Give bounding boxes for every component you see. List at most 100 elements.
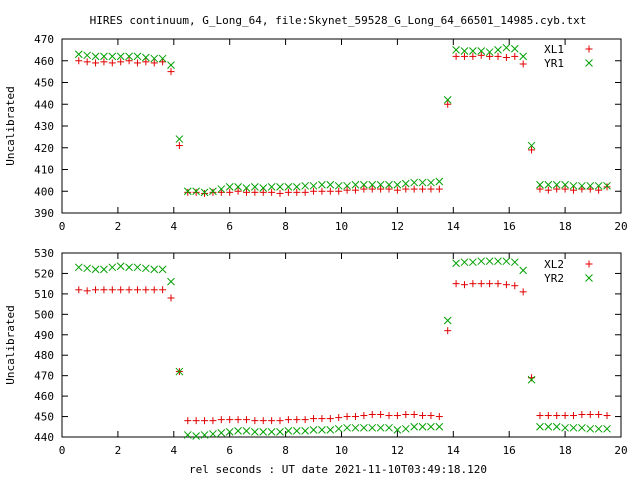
data-point (251, 428, 259, 436)
data-point (527, 141, 536, 150)
data-point (284, 183, 293, 191)
data-point (217, 185, 226, 193)
data-point (443, 316, 452, 325)
data-point (183, 431, 192, 439)
data-point-d2 (192, 187, 201, 196)
data-point-d2 (536, 422, 544, 431)
data-point-d2 (594, 424, 603, 433)
y-tick-label: 440 (34, 431, 54, 444)
data-point-d2 (510, 258, 519, 267)
y-tick-label: 460 (34, 55, 54, 68)
data-point (527, 375, 536, 384)
data-point-d2 (125, 52, 133, 61)
data-point (326, 415, 334, 423)
data-point-d2 (251, 183, 259, 191)
x-tick-label: 6 (226, 444, 233, 457)
data-point-d2 (586, 181, 595, 190)
data-point (108, 59, 116, 67)
data-point-d2 (418, 422, 427, 431)
data-point-d2 (569, 423, 578, 432)
data-point-d2 (183, 431, 192, 439)
data-point (486, 280, 494, 288)
data-point (561, 180, 569, 189)
data-point-d2 (217, 429, 226, 437)
data-point (175, 367, 184, 376)
data-point-d2 (251, 428, 259, 436)
top-panel: 390 400 410 420 430 440 450 460 470 0 2 4 6 8 10 12 14 16… (4, 33, 628, 233)
data-point (351, 423, 360, 432)
x-axis-title: rel seconds : UT date 2021-11-10T03:49:1… (189, 463, 487, 476)
data-point (578, 411, 586, 419)
data-point (259, 417, 267, 425)
data-point-d2 (175, 135, 184, 143)
data-point-d2 (276, 428, 284, 436)
data-point (569, 423, 578, 432)
data-point (334, 424, 343, 433)
data-point (460, 281, 468, 289)
data-point (335, 414, 343, 422)
data-point (469, 47, 477, 55)
data-point-d2 (158, 54, 167, 63)
data-point (125, 286, 133, 294)
data-point-d2 (427, 422, 435, 431)
data-point-d2 (385, 423, 393, 432)
data-point (343, 423, 351, 432)
data-point (201, 189, 209, 197)
data-point (460, 52, 468, 60)
data-point-d2 (234, 183, 242, 191)
x-tick-label: 20 (614, 220, 627, 233)
data-point (125, 263, 133, 272)
data-point-d2 (443, 96, 452, 104)
data-point (376, 423, 385, 432)
data-point (553, 185, 561, 193)
data-point (209, 188, 217, 196)
data-point (435, 185, 443, 193)
data-point (158, 265, 167, 274)
data-point (167, 68, 175, 76)
data-point-d2 (209, 187, 217, 196)
data-point-d2 (200, 431, 209, 439)
data-point-d2 (141, 53, 150, 62)
data-point (377, 411, 385, 419)
data-point-d2 (452, 46, 460, 54)
data-point (402, 411, 410, 419)
data-point (292, 183, 301, 191)
data-point-d2 (150, 265, 159, 274)
data-point (502, 257, 511, 266)
data-point (192, 187, 201, 196)
data-point (293, 416, 301, 424)
data-point-d2 (452, 259, 460, 268)
data-point (209, 417, 217, 425)
data-point (603, 424, 611, 433)
y-tick-label: 480 (34, 349, 54, 362)
data-point-d2 (578, 181, 586, 190)
data-point-d2 (343, 181, 351, 190)
data-point-d2 (435, 177, 444, 186)
data-point-d2 (502, 43, 511, 52)
data-point (511, 52, 519, 60)
data-point-d2 (552, 180, 561, 189)
data-point (402, 185, 410, 193)
data-point (334, 181, 343, 190)
data-point (175, 135, 184, 143)
data-point (242, 188, 250, 196)
data-point-d2 (561, 180, 569, 189)
data-point (569, 186, 577, 194)
data-point (427, 412, 435, 420)
data-point-d2 (477, 47, 486, 55)
data-point-d2 (527, 375, 536, 384)
data-point-d2 (360, 423, 368, 432)
data-point-d2 (477, 257, 486, 266)
data-point (242, 184, 251, 192)
data-point (116, 52, 125, 61)
data-point (393, 425, 402, 434)
data-point (92, 59, 100, 67)
data-point (234, 187, 242, 195)
data-point-d2 (544, 180, 553, 189)
data-point (259, 188, 267, 196)
data-point-d2 (469, 47, 477, 55)
legend-marker-d2 (585, 274, 593, 282)
data-point (351, 180, 360, 189)
data-point (376, 180, 385, 189)
x-tick-label: 18 (558, 444, 571, 457)
